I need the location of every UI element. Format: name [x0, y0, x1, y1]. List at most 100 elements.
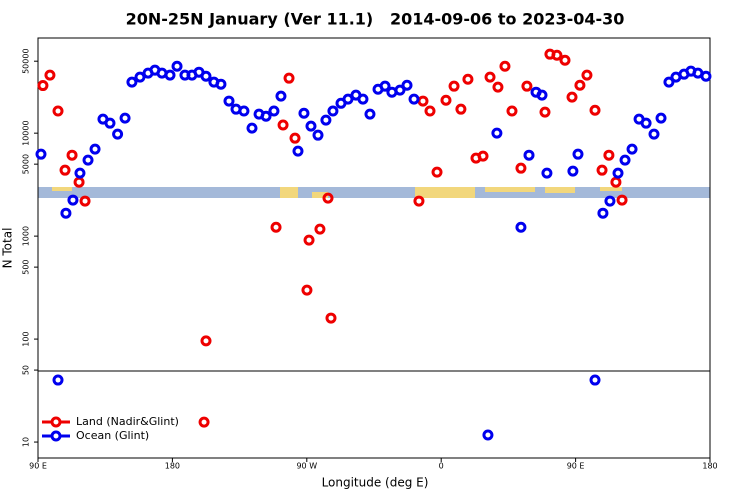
data-point	[357, 93, 369, 105]
data-point	[238, 105, 250, 117]
x-axis-label: Longitude (deg E)	[322, 476, 429, 490]
legend-marker	[50, 416, 62, 428]
plot-frame	[37, 37, 711, 459]
data-point	[648, 128, 660, 140]
data-point	[574, 79, 586, 91]
y-tick-label: 50000	[22, 48, 31, 73]
data-point	[277, 119, 289, 131]
data-point	[462, 73, 474, 85]
data-point	[572, 148, 584, 160]
data-point	[567, 165, 579, 177]
data-point	[37, 80, 49, 92]
data-point	[619, 154, 631, 166]
data-point	[455, 103, 467, 115]
data-point	[424, 105, 436, 117]
data-point	[589, 374, 601, 386]
data-point	[322, 192, 334, 204]
data-point	[320, 114, 332, 126]
data-point	[477, 150, 489, 162]
data-point	[431, 166, 443, 178]
data-point	[79, 195, 91, 207]
data-point	[314, 223, 326, 235]
data-point	[164, 69, 176, 81]
data-point	[541, 167, 553, 179]
data-point	[604, 195, 616, 207]
data-point	[484, 71, 496, 83]
data-point	[536, 89, 548, 101]
data-point	[200, 335, 212, 347]
data-point	[82, 154, 94, 166]
data-point	[515, 162, 527, 174]
x-tick-label: 180	[702, 462, 717, 471]
y-tick-label: 5000	[22, 154, 31, 174]
x-tick-label: 0	[439, 462, 444, 471]
x-tick-label: 90 E	[567, 462, 585, 471]
legend-label: Ocean (Glint)	[76, 429, 149, 442]
data-point	[292, 145, 304, 157]
data-point	[491, 127, 503, 139]
data-point	[35, 148, 47, 160]
data-point	[305, 120, 317, 132]
data-point	[597, 207, 609, 219]
chart-title: 20N-25N January (Ver 11.1) 2014-09-06 to…	[126, 10, 625, 29]
data-point	[74, 167, 86, 179]
data-point	[515, 221, 527, 233]
data-point	[52, 105, 64, 117]
data-point	[364, 108, 376, 120]
data-point	[215, 78, 227, 90]
data-point	[506, 105, 518, 117]
data-point	[581, 69, 593, 81]
data-point	[325, 312, 337, 324]
data-point	[126, 76, 138, 88]
data-point	[312, 129, 324, 141]
y-tick-label: 10	[22, 437, 31, 447]
data-point	[612, 167, 624, 179]
legend-marker	[50, 430, 62, 442]
data-point	[589, 104, 601, 116]
data-point	[301, 284, 313, 296]
data-point	[59, 164, 71, 176]
data-point	[119, 112, 131, 124]
map-strip	[38, 187, 710, 198]
y-tick-label: 500	[22, 259, 31, 274]
data-point	[566, 91, 578, 103]
data-point	[60, 207, 72, 219]
x-tick-label: 90 E	[29, 462, 47, 471]
data-point	[499, 60, 511, 72]
data-point	[342, 93, 354, 105]
data-point	[303, 234, 315, 246]
data-point	[327, 105, 339, 117]
y-tick-label: 1000	[22, 226, 31, 246]
data-point	[260, 110, 272, 122]
data-point	[67, 194, 79, 206]
x-tick-label: 90 W	[296, 462, 317, 471]
data-point	[275, 90, 287, 102]
data-point	[596, 164, 608, 176]
data-point	[134, 71, 146, 83]
y-axis-label: N Total	[1, 228, 15, 269]
data-point	[408, 93, 420, 105]
data-point	[551, 49, 563, 61]
data-point	[268, 105, 280, 117]
data-point	[492, 81, 504, 93]
data-point	[112, 128, 124, 140]
y-tick-label: 10000	[22, 120, 31, 145]
data-point	[66, 149, 78, 161]
data-point	[52, 374, 64, 386]
data-point	[539, 106, 551, 118]
data-point	[440, 94, 452, 106]
data-point	[171, 60, 183, 72]
data-point	[104, 117, 116, 129]
data-point	[401, 79, 413, 91]
data-point	[640, 117, 652, 129]
data-point	[413, 195, 425, 207]
data-point	[521, 80, 533, 92]
data-point	[448, 80, 460, 92]
legend-label: Land (Nadir&Glint)	[76, 415, 179, 428]
data-point	[700, 70, 712, 82]
data-point	[283, 72, 295, 84]
data-point	[200, 70, 212, 82]
data-point	[270, 221, 282, 233]
